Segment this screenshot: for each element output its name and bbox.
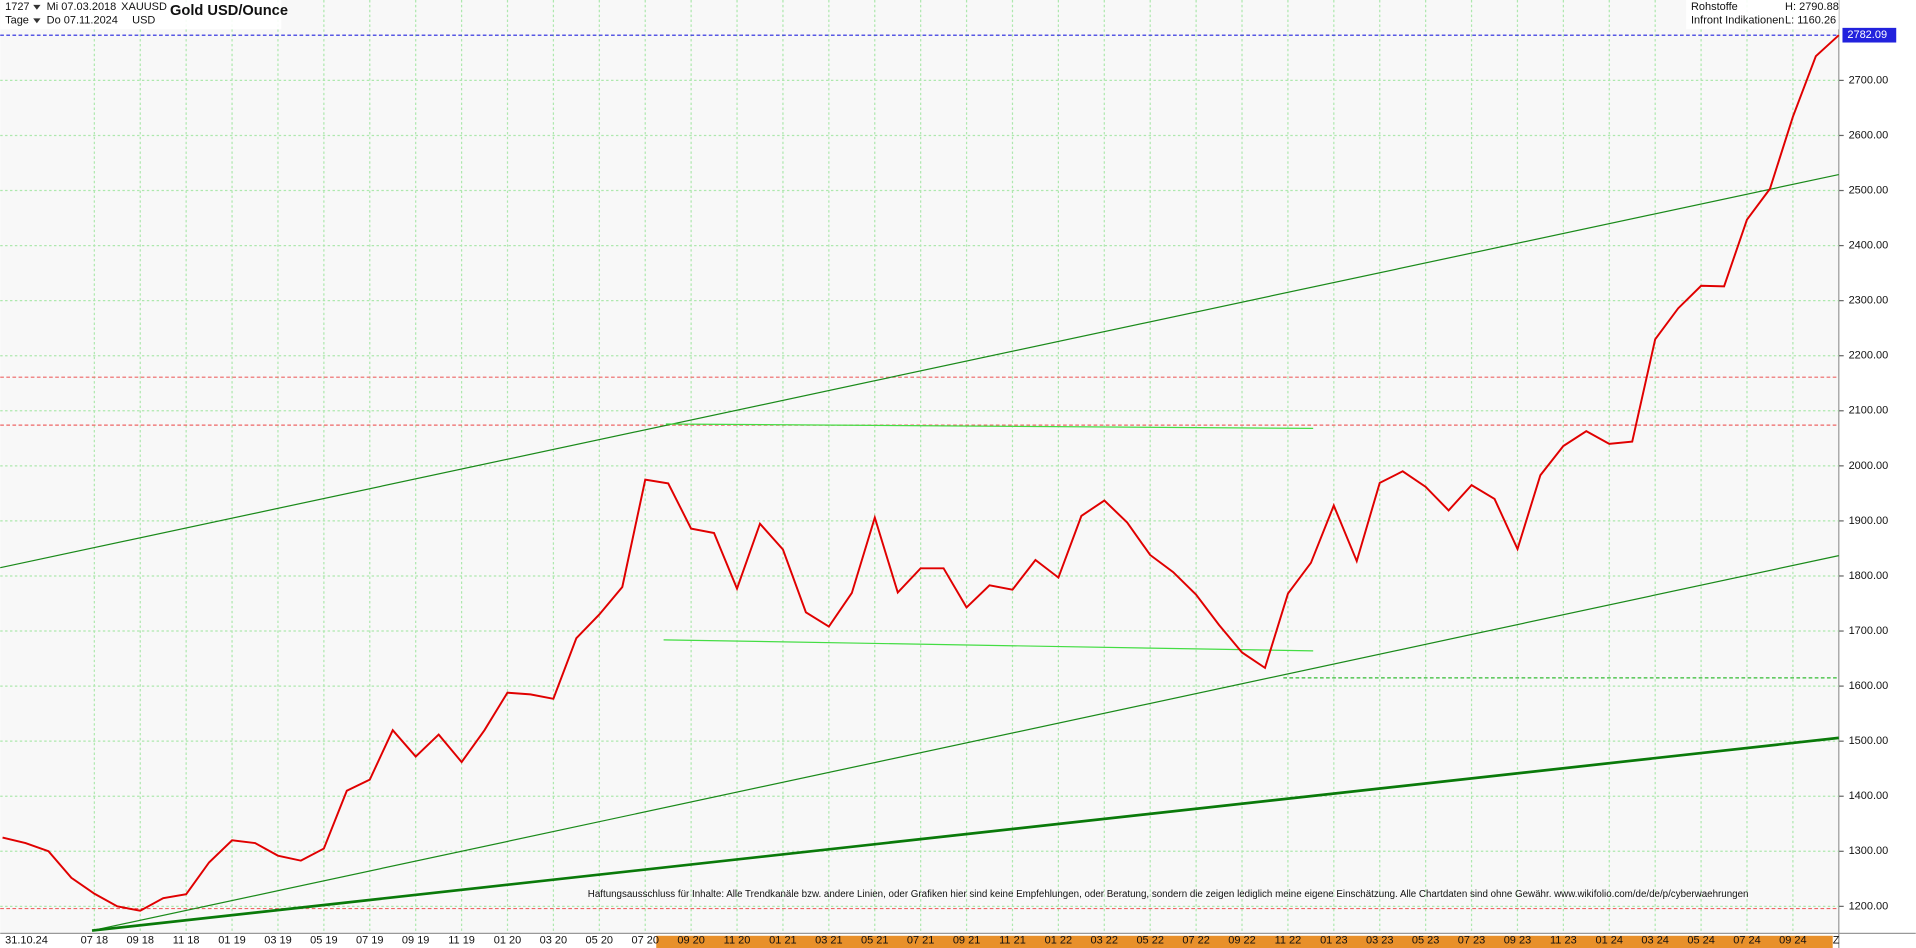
x-end-label: Z: [1833, 935, 1840, 947]
x-tick-label: 09 20: [677, 935, 705, 947]
x-tick-label: 11 21: [999, 935, 1026, 947]
x-tick-label: 03 21: [815, 935, 843, 947]
x-tick-label: 09 22: [1228, 935, 1255, 947]
x-tick-label: 09 19: [402, 935, 430, 947]
y-tick-label: 2000.00: [1849, 460, 1889, 472]
y-tick-label: 2600.00: [1849, 129, 1889, 141]
chart-title: Gold USD/Ounce: [170, 3, 288, 19]
source: Infront Indikationen: [1691, 15, 1784, 27]
y-tick-label: 1200.00: [1849, 900, 1889, 912]
trend-line: [0, 173, 1839, 569]
trend-line: [665, 423, 1314, 430]
y-tick-label: 1400.00: [1849, 790, 1889, 802]
y-tick-label: 2400.00: [1849, 239, 1889, 251]
x-tick-label: 09 23: [1504, 935, 1531, 947]
header-to: Do 07.11.2024: [47, 15, 118, 27]
x-tick-label: 05 20: [586, 935, 614, 947]
x-tick-label: 03 24: [1641, 935, 1668, 947]
trend-line: [663, 639, 1314, 652]
disclaimer: Haftungsausschluss für Inhalte: Alle Tre…: [588, 889, 1749, 900]
x-tick-label: 09 24: [1779, 935, 1806, 947]
header-currency: USD: [132, 15, 155, 27]
x-tick-label: 07 24: [1733, 935, 1760, 947]
range-bar: [656, 935, 1833, 948]
y-tick-label: 1700.00: [1849, 625, 1889, 637]
source-group: Rohstoffe: [1691, 1, 1738, 13]
x-start-label: 31.10.24: [5, 935, 48, 947]
low: L: 1160.26: [1785, 15, 1836, 27]
x-tick-label: 01 20: [494, 935, 522, 947]
header-box: [0, 0, 282, 30]
x-tick-label: 01 21: [769, 935, 797, 947]
header-period: Tage: [5, 15, 29, 27]
x-tick-label: 11 22: [1275, 935, 1302, 947]
price-line: [2, 34, 1840, 912]
x-tick-label: 11 20: [724, 935, 751, 947]
x-tick-label: 07 22: [1182, 935, 1210, 947]
x-tick-label: 03 22: [1091, 935, 1119, 947]
y-tick-label: 2200.00: [1849, 350, 1889, 362]
y-tick-label: 2300.00: [1849, 295, 1889, 307]
x-tick-label: 05 24: [1687, 935, 1714, 947]
x-tick-label: 05 23: [1412, 935, 1439, 947]
header-from: Mi 07.03.2018: [47, 1, 117, 13]
x-tick-label: 01 23: [1320, 935, 1347, 947]
high: H: 2790.88: [1785, 1, 1839, 13]
x-tick-label: 01 19: [218, 935, 245, 947]
x-tick-label: 07 21: [907, 935, 935, 947]
dropdown-icon[interactable]: [33, 4, 41, 24]
y-tick-label: 2100.00: [1849, 405, 1889, 417]
plot-area: [0, 0, 1839, 933]
y-tick-label: 2500.00: [1849, 184, 1889, 196]
x-tick-label: 03 20: [540, 935, 568, 947]
trend-line: [91, 736, 1839, 932]
y-tick-label: 1800.00: [1849, 570, 1889, 582]
trend-line: [91, 555, 1839, 932]
header-id: 1727: [5, 1, 29, 13]
y-tick-label: 1900.00: [1849, 515, 1889, 527]
price-tag-label: 2782.09: [1847, 29, 1887, 41]
y-tick-label: 2700.00: [1849, 74, 1889, 86]
x-tick-label: 05 19: [310, 935, 338, 947]
x-tick-label: 11 18: [173, 935, 200, 947]
price-tag: [1842, 27, 1897, 43]
x-tick-label: 11 23: [1550, 935, 1577, 947]
y-tick-label: 1600.00: [1849, 680, 1889, 692]
x-tick-label: 01 22: [1045, 935, 1073, 947]
header-symbol: XAUUSD: [121, 1, 167, 13]
x-tick-label: 05 22: [1136, 935, 1164, 947]
y-tick-label: 1500.00: [1849, 735, 1889, 747]
x-tick-label: 03 23: [1366, 935, 1393, 947]
x-tick-label: 07 20: [631, 935, 659, 947]
x-tick-label: 07 18: [81, 935, 109, 947]
x-tick-label: 09 18: [126, 935, 154, 947]
x-tick-label: 07 19: [356, 935, 384, 947]
info-box: [1686, 0, 1839, 30]
x-tick-label: 09 21: [953, 935, 981, 947]
x-tick-label: 07 23: [1458, 935, 1485, 947]
y-tick-label: 1300.00: [1849, 845, 1889, 857]
x-tick-label: 03 19: [264, 935, 292, 947]
x-tick-label: 05 21: [861, 935, 889, 947]
x-tick-label: 11 19: [448, 935, 475, 947]
x-tick-label: 01 24: [1596, 935, 1623, 947]
